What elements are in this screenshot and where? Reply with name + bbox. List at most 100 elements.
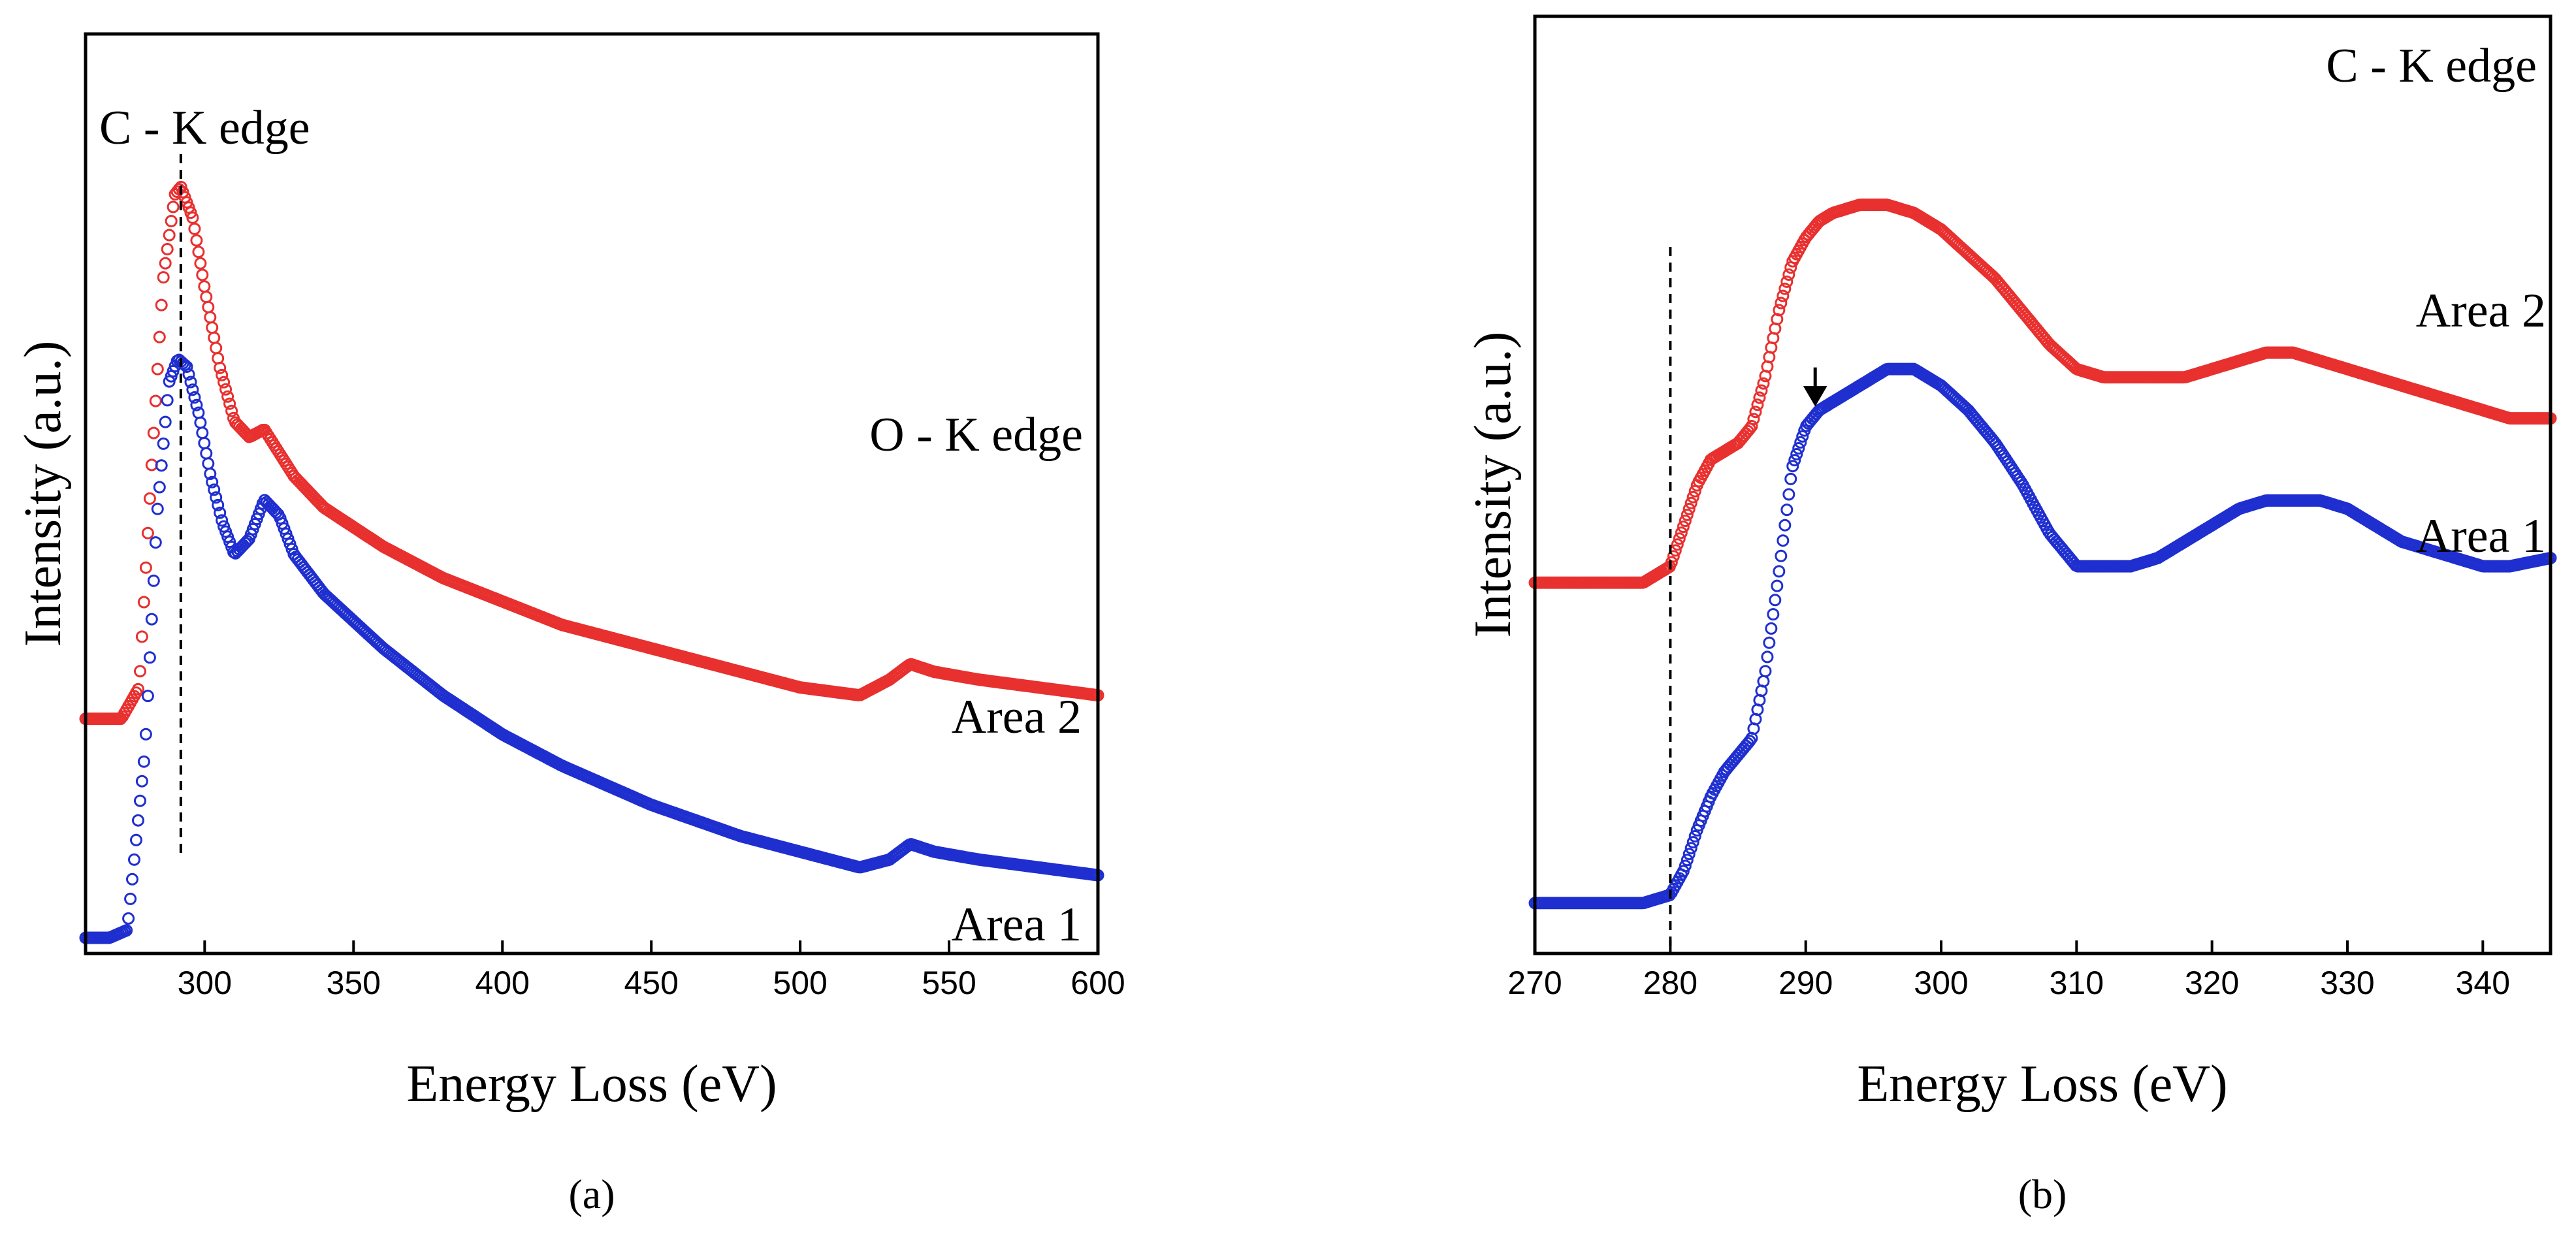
- x-tick-label: 300: [1914, 965, 1968, 1001]
- data-point: [212, 498, 225, 511]
- data-point: [1780, 504, 1794, 517]
- data-point: [149, 394, 162, 408]
- data-point: [214, 361, 227, 374]
- data-point: [134, 665, 146, 678]
- x-tick-label: 340: [2456, 965, 2510, 1001]
- data-point: [1759, 665, 1772, 678]
- data-point: [214, 506, 227, 519]
- data-point: [198, 437, 211, 449]
- data-point: [204, 311, 217, 324]
- x-axis-title-b: Energy Loss (eV): [1857, 1055, 2227, 1113]
- data-point: [1745, 420, 1758, 432]
- data-point: [217, 376, 231, 389]
- data-point: [139, 728, 152, 741]
- data-point: [188, 222, 201, 235]
- data-point: [1780, 275, 1794, 288]
- data-point: [130, 833, 142, 846]
- data-point: [134, 794, 146, 807]
- data-point: [1675, 526, 1688, 539]
- data-point: [202, 457, 215, 470]
- annotation-c-k-edge-b: C - K edge: [2326, 39, 2537, 93]
- data-point: [153, 481, 166, 494]
- data-point: [190, 398, 203, 411]
- annotation-area2-b: Area 2: [2416, 284, 2546, 338]
- x-tick-label: 320: [2185, 965, 2239, 1001]
- data-point: [122, 912, 135, 925]
- data-point: [1681, 854, 1694, 867]
- data-point: [128, 853, 140, 866]
- data-point: [184, 376, 197, 389]
- data-point: [139, 561, 152, 574]
- data-point: [192, 246, 205, 259]
- data-point: [198, 280, 211, 293]
- data-point: [225, 404, 238, 417]
- annotation-area1-a: Area 1: [952, 898, 1082, 952]
- data-point: [210, 342, 223, 355]
- data-point: [1753, 391, 1766, 404]
- data-point: [1681, 508, 1694, 521]
- data-point: [1788, 454, 1801, 467]
- data-point: [1684, 496, 1698, 509]
- data-point: [137, 596, 150, 609]
- data-point: [141, 526, 154, 539]
- x-axis-title-a: Energy Loss (eV): [406, 1055, 777, 1113]
- data-point: [1677, 865, 1690, 878]
- data-point: [206, 475, 219, 488]
- data-point: [1671, 538, 1684, 551]
- data-point: [1761, 650, 1774, 664]
- data-point: [202, 300, 215, 313]
- x-ticks-b: 270 280 290 300 310 320 330 340: [1507, 940, 2510, 1001]
- data-point: [188, 391, 201, 404]
- data-point: [161, 394, 174, 407]
- annotation-o-k-edge-a: O - K edge: [869, 408, 1083, 462]
- data-point: [1773, 565, 1786, 578]
- data-point: [1777, 289, 1790, 302]
- arrow-marker-b: [1803, 367, 1827, 407]
- data-point: [1765, 622, 1778, 635]
- data-point: [1749, 406, 1762, 419]
- data-point: [163, 229, 176, 242]
- data-point: [137, 755, 150, 768]
- data-marks-b: [1528, 199, 2557, 910]
- data-point: [1786, 460, 1799, 473]
- data-point: [1796, 430, 1809, 443]
- data-point: [161, 243, 174, 255]
- plot-frame-a: [84, 32, 1100, 955]
- data-point: [194, 416, 207, 429]
- data-point: [145, 613, 158, 626]
- x-tick-label: 330: [2320, 965, 2374, 1001]
- data-point: [196, 268, 209, 281]
- data-point: [151, 362, 164, 376]
- data-point: [132, 682, 144, 696]
- data-point: [1784, 472, 1797, 485]
- data-point: [1782, 268, 1795, 281]
- caption-a: (a): [568, 1171, 615, 1217]
- data-point: [1790, 448, 1803, 460]
- x-tick-label: 280: [1643, 965, 1698, 1001]
- data-point: [1763, 636, 1776, 649]
- data-point: [219, 383, 233, 396]
- data-point: [155, 298, 168, 312]
- data-point: [126, 873, 138, 886]
- data-point: [120, 924, 133, 937]
- data-point: [204, 468, 217, 480]
- data-point: [182, 368, 195, 381]
- data-point: [1684, 842, 1698, 855]
- data-point: [1686, 490, 1699, 504]
- annotation-c-k-edge-a: C - K edge: [99, 101, 310, 155]
- data-point: [216, 368, 229, 381]
- x-tick-label: 450: [624, 965, 678, 1001]
- data-point: [1667, 550, 1680, 563]
- chart-panel-b: 270 280 290 300 310 320 330 340 C - K edge Area…: [1464, 14, 2557, 1217]
- caption-b: (b): [2018, 1171, 2067, 1217]
- plot-frame-b: [1533, 14, 2552, 955]
- x-tick-label: 350: [327, 965, 381, 1001]
- data-marks-a: [79, 180, 1104, 944]
- data-point: [143, 651, 156, 664]
- data-point: [155, 459, 168, 472]
- data-point: [1682, 502, 1696, 515]
- chart-panel-a: 300 350 400 450 500 550 600 C - K edge O - K e…: [14, 32, 1125, 1217]
- x-tick-label: 500: [773, 965, 827, 1001]
- data-point: [135, 775, 148, 788]
- data-point: [240, 535, 253, 547]
